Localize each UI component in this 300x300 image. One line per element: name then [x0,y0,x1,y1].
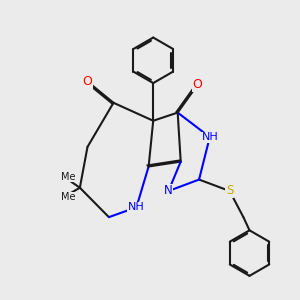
Text: O: O [193,78,202,91]
Text: N: N [164,184,173,197]
Text: S: S [226,184,233,197]
Text: NH: NH [128,202,145,212]
Text: O: O [82,75,92,88]
Text: Me: Me [61,193,75,202]
Text: Me: Me [61,172,75,182]
Text: NH: NH [201,132,218,142]
